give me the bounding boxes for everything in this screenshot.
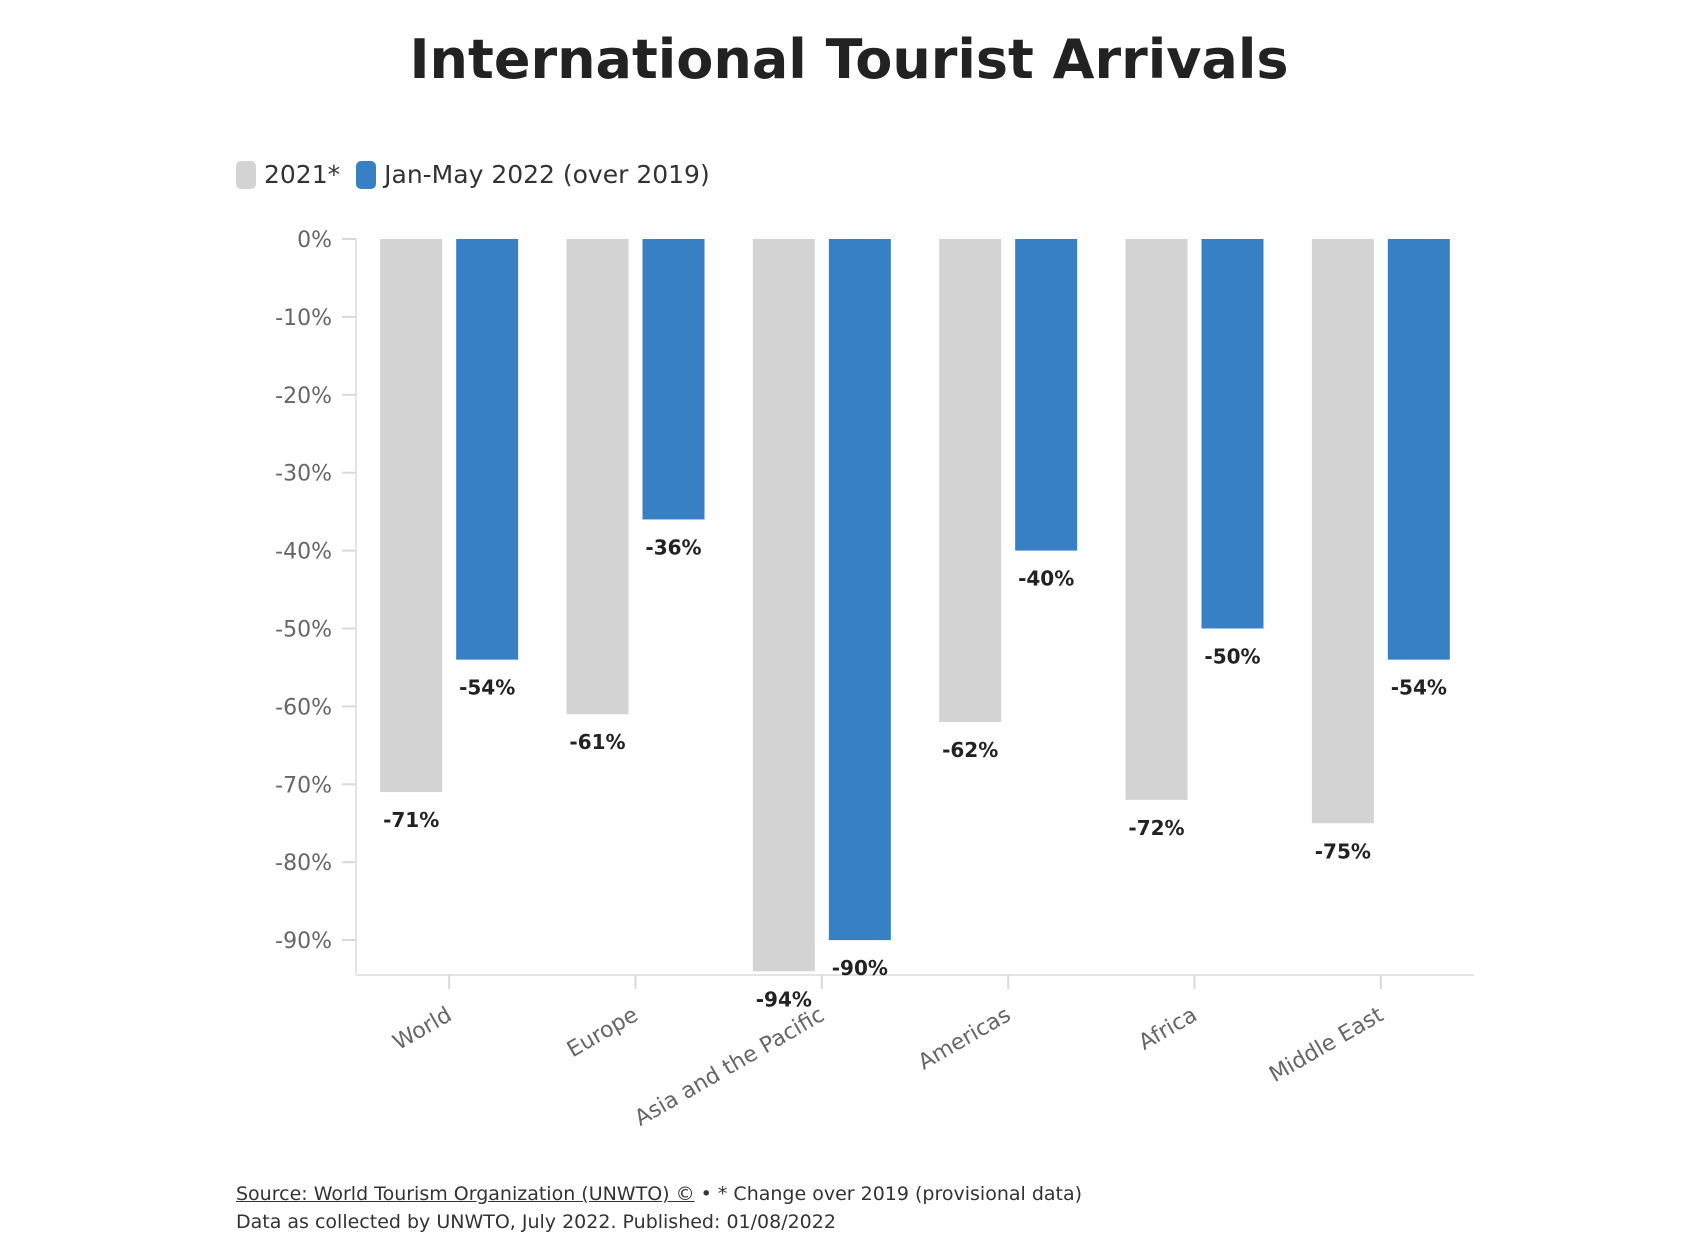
legend-label-2022: Jan-May 2022 (over 2019)	[384, 160, 710, 189]
data-label: -90%	[832, 956, 888, 980]
data-label: -40%	[1018, 567, 1074, 591]
x-tick-label: Africa	[1135, 1003, 1202, 1056]
bar-2022-middle-east	[1387, 239, 1450, 660]
bar-2022-world	[456, 239, 519, 660]
bar-2022-asia-and-the-pacific	[828, 239, 891, 941]
bar-2022-europe	[642, 239, 705, 520]
chart-title: International Tourist Arrivals	[409, 28, 1289, 91]
y-tick-label: -80%	[275, 851, 332, 876]
y-tick-label: -40%	[275, 540, 332, 565]
bar-2021-middle-east	[1311, 239, 1374, 824]
data-label: -54%	[459, 676, 515, 700]
data-label: -71%	[383, 808, 439, 832]
legend-label-2021: 2021*	[264, 160, 341, 189]
bar-2021-europe	[566, 239, 629, 715]
x-tick-label: Middle East	[1265, 1002, 1388, 1087]
data-label: -54%	[1391, 676, 1447, 700]
footer-collected: Data as collected by UNWTO, July 2022. P…	[236, 1211, 836, 1233]
legend: 2021* Jan-May 2022 (over 2019)	[236, 160, 726, 189]
bar-2022-africa	[1201, 239, 1264, 629]
bar-chart: 0% -10% -20% -30% -40% -50% -60% -70% -80% -90% -7…	[275, 228, 1474, 1132]
x-tick-label: Americas	[914, 1003, 1015, 1076]
bar-2022-americas	[1015, 239, 1078, 551]
legend-swatch-2022	[356, 160, 377, 189]
data-label: -61%	[569, 730, 625, 754]
data-label: -75%	[1315, 839, 1371, 863]
legend-item-2021[interactable]: 2021*	[236, 160, 340, 189]
data-label: -94%	[756, 987, 812, 1011]
y-tick-label: -90%	[275, 929, 332, 954]
x-tick-label: Europe	[563, 1003, 643, 1063]
legend-item-2022[interactable]: Jan-May 2022 (over 2019)	[356, 160, 710, 189]
x-tick-label: World	[389, 1003, 456, 1056]
data-label: -62%	[942, 738, 998, 762]
bar-2021-africa	[1125, 239, 1188, 800]
legend-swatch-2021	[236, 160, 256, 189]
data-label: -72%	[1128, 816, 1184, 840]
bar-2021-world	[380, 239, 443, 793]
bar-2021-asia-and-the-pacific	[752, 239, 815, 972]
y-tick-label: -50%	[275, 618, 332, 643]
y-tick-label: 0%	[297, 228, 332, 253]
y-tick-label: -30%	[275, 462, 332, 487]
y-tick-label: -20%	[275, 384, 332, 409]
data-label: -36%	[645, 535, 701, 559]
source-link[interactable]: Source: World Tourism Organization (UNWT…	[236, 1183, 695, 1205]
footer: Source: World Tourism Organization (UNWT…	[236, 1180, 1082, 1236]
x-tick-label: Asia and the Pacific	[631, 1003, 829, 1132]
data-label: -50%	[1204, 645, 1260, 669]
y-tick-label: -70%	[275, 773, 332, 798]
y-tick-label: -60%	[275, 695, 332, 720]
footer-source-line: Source: World Tourism Organization (UNWT…	[236, 1180, 1082, 1208]
source-note: • * Change over 2019 (provisional data)	[694, 1183, 1083, 1205]
bar-2021-americas	[939, 239, 1002, 722]
y-tick-label: -10%	[275, 306, 332, 331]
